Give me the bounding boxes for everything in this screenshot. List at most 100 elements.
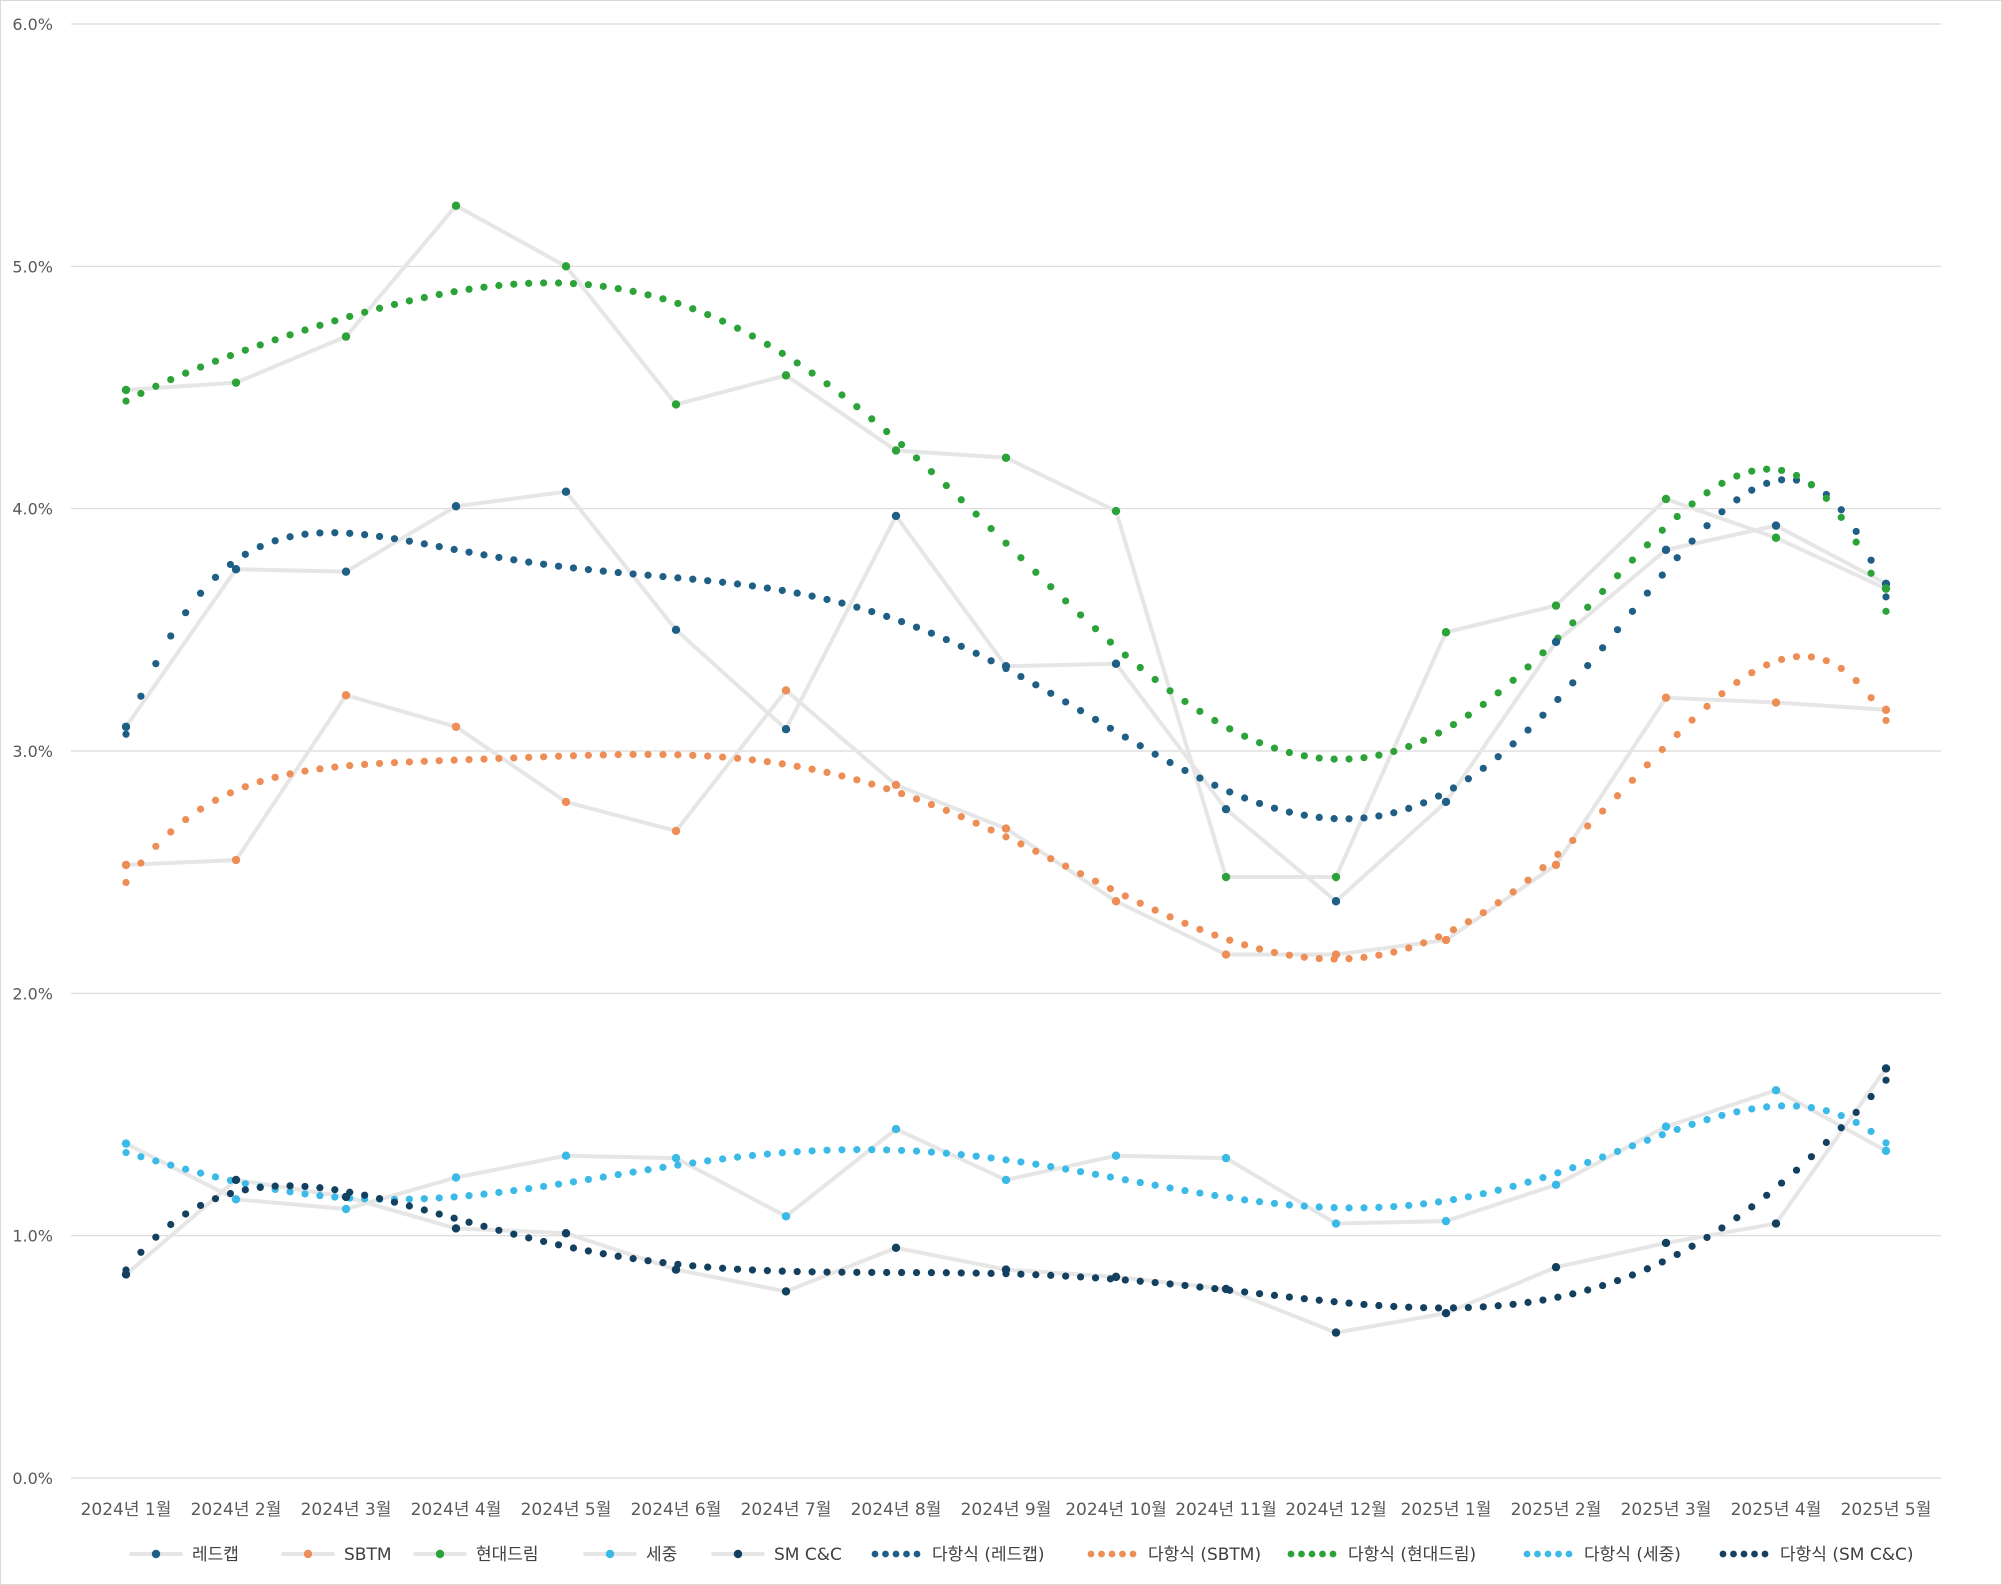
legend-dot-swatch [1287, 1550, 1295, 1558]
trendline-dot [1136, 742, 1144, 750]
trendline-dot [331, 1193, 339, 1201]
trendline-dot [495, 1188, 503, 1197]
data-point [1771, 521, 1781, 530]
trendline-dot [659, 1259, 667, 1267]
data-point [1881, 1146, 1891, 1156]
trendline-dot [1136, 663, 1144, 672]
data-point [1331, 897, 1341, 906]
data-point [1111, 897, 1121, 906]
trendline-dot [1196, 1189, 1204, 1197]
trendline-dot [1315, 1203, 1323, 1211]
trendline-dot [271, 773, 279, 781]
trendline-dot [808, 765, 816, 773]
trendline-dot [152, 660, 160, 668]
trendline-dot [1241, 732, 1249, 740]
trendline-dot [1569, 836, 1577, 845]
trendline-dot [1151, 1278, 1159, 1287]
x-tick-label: 2024년 6월 [631, 1500, 722, 1520]
trendline-dot [1524, 663, 1532, 671]
data-point [1331, 872, 1341, 882]
trendline-dot [1464, 1303, 1472, 1312]
legend-dot-swatch [882, 1550, 889, 1558]
trendline-dot [1703, 1116, 1711, 1124]
trendline-dot [435, 757, 443, 765]
trendline-dot [1166, 1184, 1174, 1192]
trendline-dot [1390, 1202, 1398, 1211]
legend-item-series: 세중 [583, 1545, 677, 1565]
trendline-dot [1002, 1156, 1010, 1164]
data-point [1771, 533, 1781, 542]
trendline-dot [480, 1222, 488, 1230]
trendline-dot [405, 297, 413, 305]
trendline-dot [1032, 1271, 1040, 1279]
trendline-dot [1763, 465, 1771, 473]
data-point [891, 780, 901, 790]
trendline-dot [1599, 587, 1607, 596]
trendline-dot [883, 785, 891, 793]
trendline-dot [122, 397, 130, 405]
legend-label: 현대드림 [476, 1545, 539, 1565]
trendline-dot [1792, 653, 1801, 661]
legend-dot-swatch [1329, 1550, 1337, 1558]
x-tick-label: 2024년 10월 [1065, 1500, 1167, 1520]
data-point [1221, 804, 1231, 814]
trendline-dot [897, 1268, 906, 1277]
legend-dot-swatch [1751, 1550, 1758, 1558]
trendline-dot [584, 751, 592, 759]
trendline-dot [1494, 1302, 1502, 1310]
trendline-dot [301, 1190, 309, 1198]
trendline-dot [540, 279, 548, 287]
trendline-dot [942, 635, 950, 644]
data-point [781, 1287, 791, 1296]
trendline-dot [1121, 733, 1129, 741]
trendline-dot [599, 282, 607, 290]
trendline-dot [525, 753, 533, 761]
legend-item-trendline: 다항식 (레드캡) [871, 1545, 1045, 1565]
data-point [1331, 1328, 1341, 1337]
trendline-dot [868, 607, 876, 616]
trendline-dot [1479, 1303, 1487, 1311]
trendline-dot [301, 530, 309, 538]
trendline-dot [644, 291, 652, 299]
trendline-dot [1166, 913, 1174, 921]
trendline-dot [868, 1268, 876, 1277]
legend-dot-swatch [1740, 1550, 1748, 1558]
trendline-dot [569, 752, 578, 760]
data-point [1881, 705, 1891, 715]
trendline-dot [1569, 619, 1577, 627]
trendline-dot [480, 551, 488, 559]
legend-dot-swatch [903, 1550, 910, 1558]
trendline-dot [1733, 472, 1741, 480]
trendline-dot [1852, 538, 1860, 546]
data-point [1551, 1180, 1561, 1189]
trendline-dot [1345, 1204, 1353, 1212]
trendline-dot [629, 1168, 637, 1176]
trendline-dot [1166, 1280, 1174, 1288]
trendline-dot [226, 560, 235, 569]
trendline-dot [316, 529, 324, 537]
legend-dot-swatch [1761, 1550, 1769, 1558]
trendline-dot [480, 755, 488, 763]
trendline-dot [361, 531, 369, 539]
trendline-dot [1613, 1147, 1622, 1156]
trendline-dot [1062, 862, 1070, 870]
trendline-dot [375, 1194, 384, 1203]
legend-label: 다항식 (현대드림) [1348, 1545, 1476, 1565]
trendline-dot [1733, 1108, 1741, 1116]
trendline-dot [525, 1234, 533, 1242]
trendline-dot [927, 1269, 936, 1277]
trendline-dot [1017, 672, 1025, 681]
trendline-dot [778, 1149, 786, 1157]
trendline-dot [1628, 1142, 1637, 1150]
trendline-dot [1420, 1200, 1428, 1208]
legend-dot-swatch [892, 1550, 900, 1558]
trendline-dot [1718, 1111, 1726, 1120]
trendline-dot [1777, 466, 1786, 475]
y-tick-label: 0.0% [12, 1469, 53, 1488]
trendline-dot [1330, 1203, 1338, 1212]
data-point [121, 860, 131, 870]
trendline-dot [1494, 899, 1502, 907]
trendline-dot [868, 415, 876, 423]
data-point [781, 686, 791, 695]
trendline-dot [1524, 726, 1532, 734]
